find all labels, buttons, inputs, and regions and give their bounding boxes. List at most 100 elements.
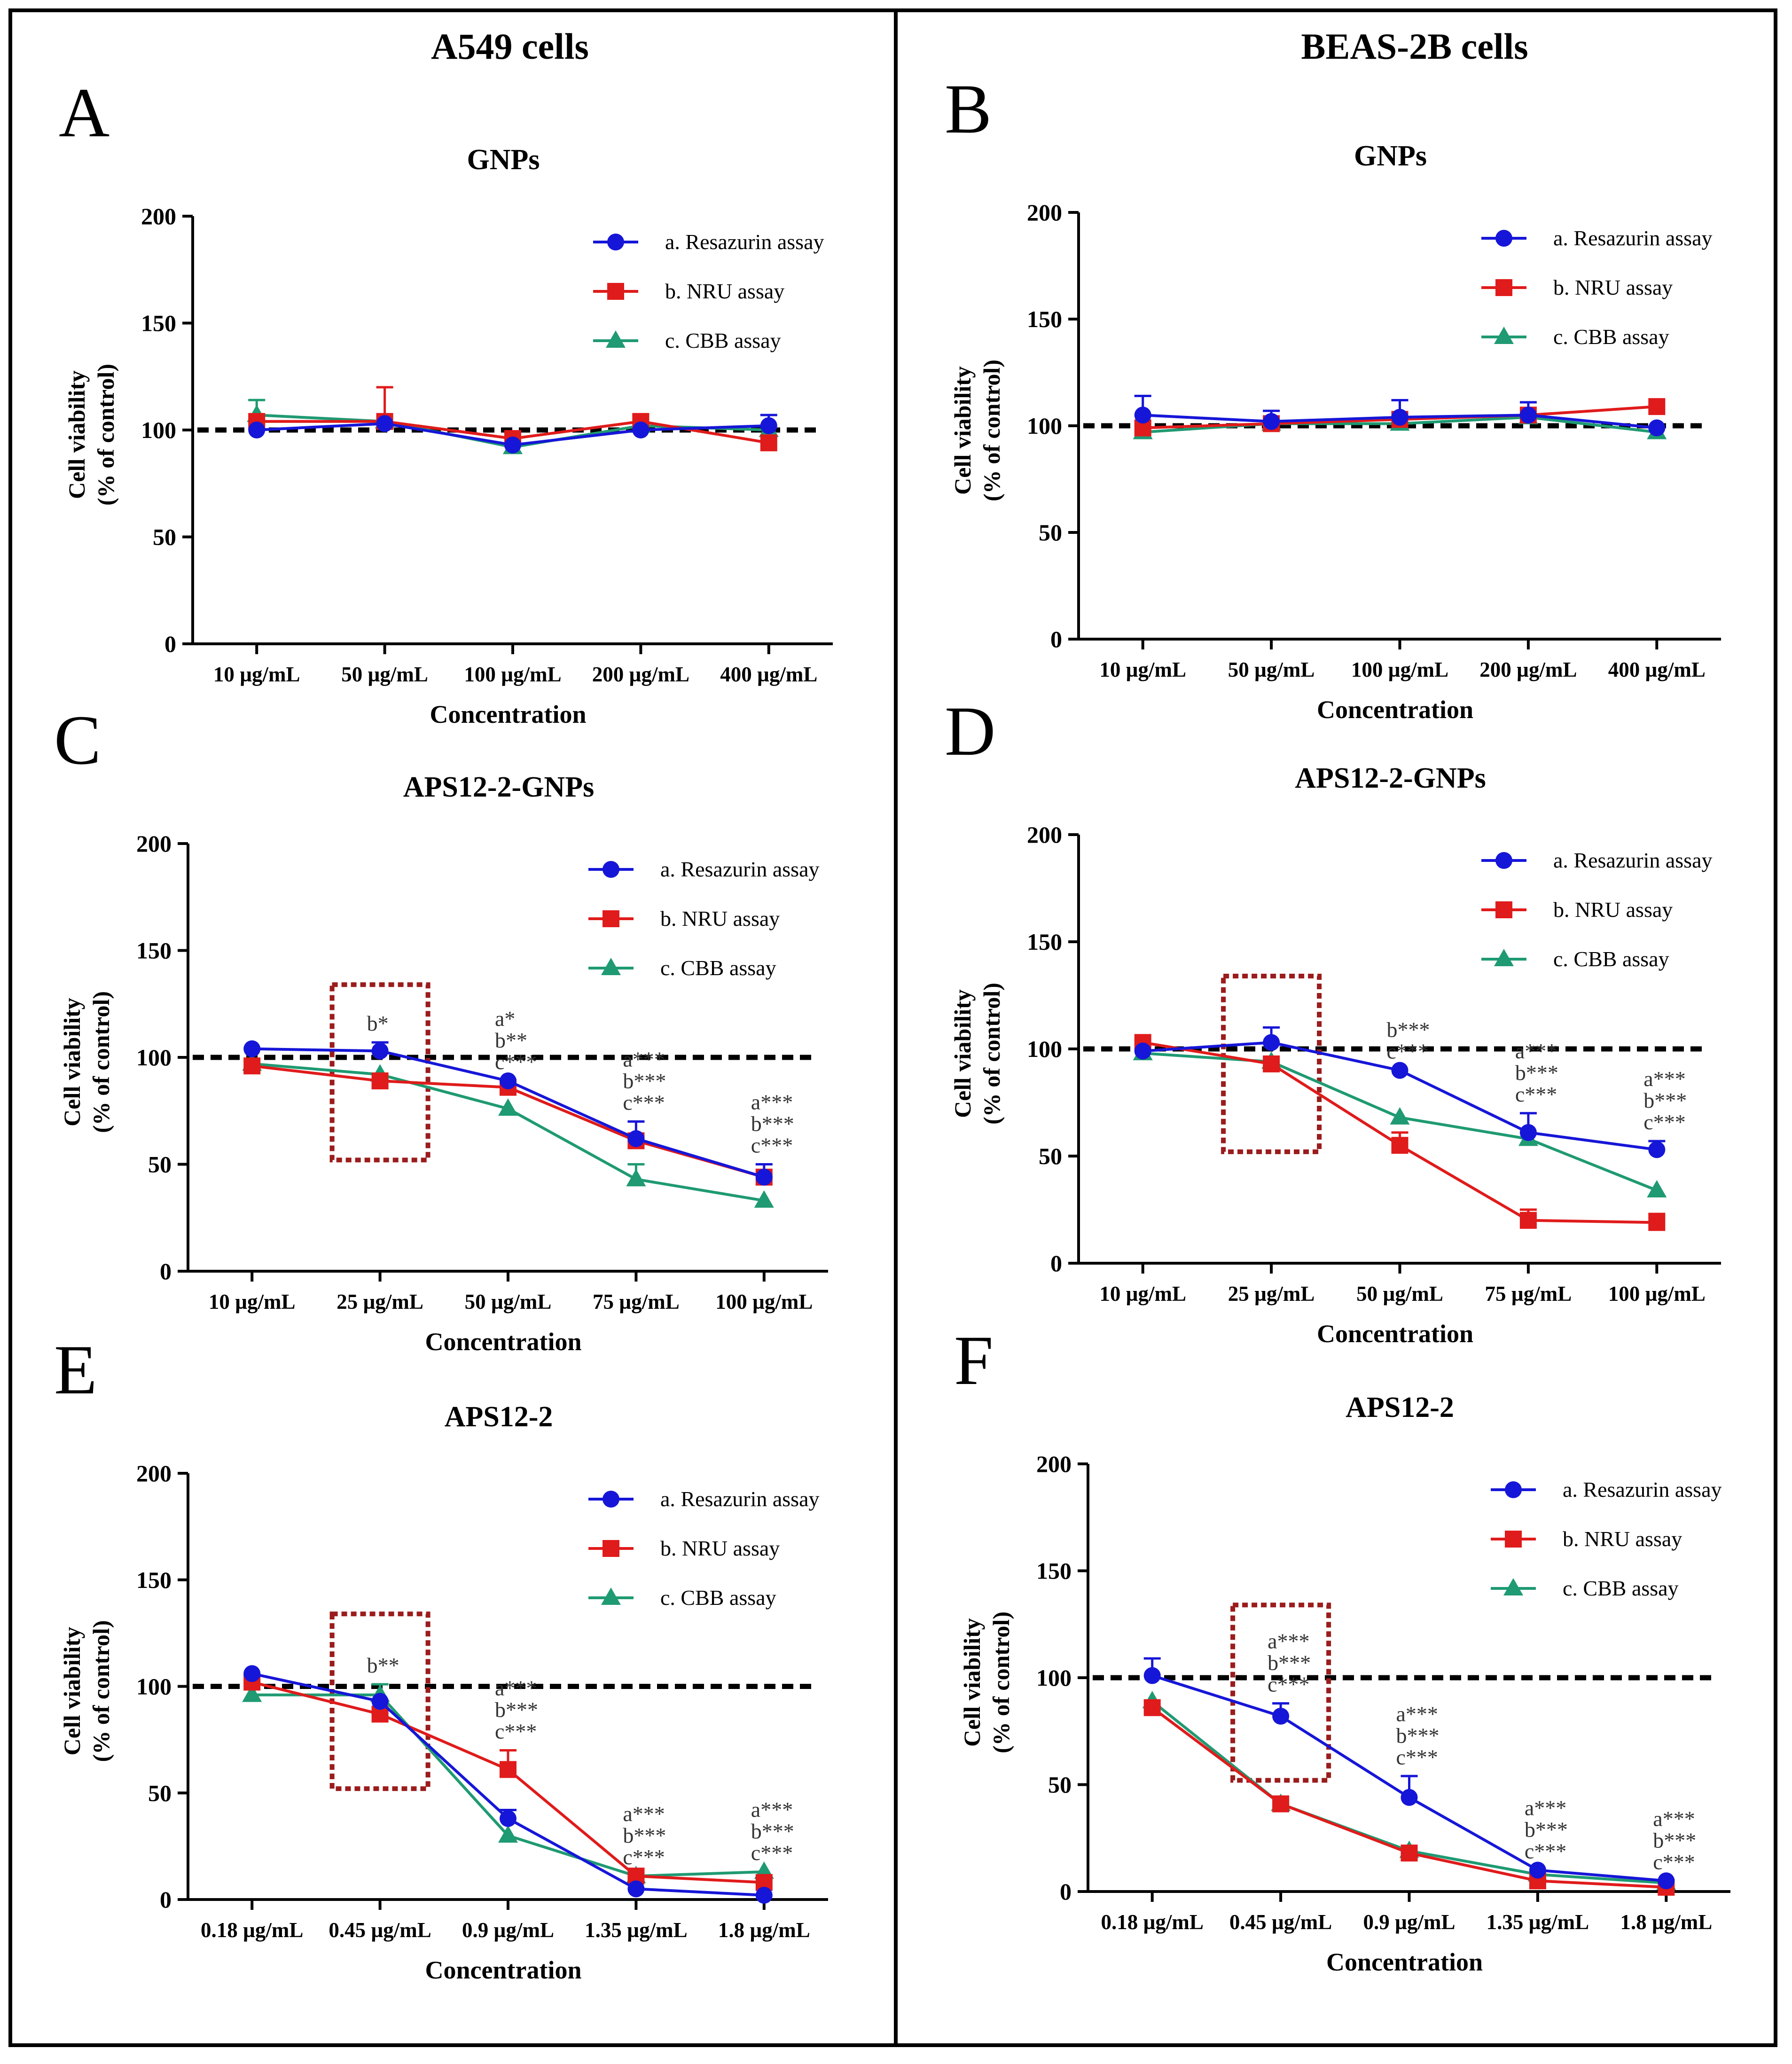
series-resazurin: [1143, 1657, 1675, 1890]
legend-label: b. NRU assay: [660, 1536, 780, 1560]
legend-label: b. NRU assay: [1553, 275, 1673, 299]
data-point: [1519, 1124, 1537, 1141]
x-tick-label: 10 µg/mL: [213, 663, 300, 686]
legend-marker: [1495, 279, 1512, 296]
significance-label: a***: [495, 1676, 537, 1700]
data-point: [1272, 1795, 1290, 1813]
legend-marker: [1495, 230, 1512, 247]
series-resazurin: [248, 414, 777, 453]
y-axis-label: Cell viability: [59, 998, 85, 1126]
significance-label: c***: [495, 1050, 537, 1074]
data-point: [1263, 413, 1280, 430]
y-tick-label: 50: [148, 1780, 172, 1806]
x-tick-label: 1.8 µg/mL: [1620, 1910, 1712, 1934]
x-tick-label: 1.35 µg/mL: [585, 1918, 687, 1942]
x-tick-label: 10 µg/mL: [1099, 1282, 1186, 1306]
legend-label: a. Resazurin assay: [1563, 1478, 1722, 1501]
data-point: [626, 1169, 646, 1187]
series-nru: [1143, 1699, 1675, 1896]
panel-b: B GNPs 0 50 100 150 200 10 µg/mL 50 µg/mL 100 µg/…: [945, 70, 1721, 724]
legend-label: c. CBB assay: [665, 328, 781, 352]
data-point: [760, 417, 777, 434]
y-axis-label: (% of control): [978, 983, 1005, 1125]
data-point: [627, 1880, 645, 1898]
y-tick-label: 100: [1027, 413, 1062, 439]
data-point: [243, 1040, 261, 1057]
panel-letter: C: [54, 701, 101, 779]
significance-label: a***: [751, 1798, 793, 1822]
data-point: [498, 1825, 518, 1843]
y-tick-label: 0: [1050, 626, 1062, 652]
significance-label: c***: [623, 1091, 665, 1115]
panel-d: D APS12-2-GNPs 0 50 100 150 200 10 µg/mL 25 µg/m…: [945, 692, 1721, 1348]
data-point: [1143, 1699, 1161, 1716]
y-tick-label: 100: [136, 1044, 172, 1071]
x-tick-label: 50 µg/mL: [1356, 1282, 1443, 1306]
panel-f: F APS12-2 0 50 100 150 200 0.18 µg/mL 0.45 µg/mL…: [954, 1321, 1730, 1976]
legend-label: b. NRU assay: [660, 907, 780, 930]
x-tick-label: 400 µg/mL: [720, 663, 817, 686]
significance-label: a***: [751, 1090, 793, 1114]
chart-title: APS12-2: [445, 1401, 553, 1433]
chart-title: GNPs: [1354, 140, 1427, 172]
significance-label: b***: [751, 1819, 794, 1843]
y-tick-label: 50: [1048, 1772, 1072, 1798]
x-axis-label: Concentration: [425, 1956, 582, 1984]
x-tick-label: 0.18 µg/mL: [201, 1918, 303, 1942]
data-point: [1391, 408, 1409, 426]
x-tick-label: 0.45 µg/mL: [1229, 1910, 1332, 1934]
data-point: [504, 436, 521, 453]
panel-a: A GNPs 0 50 100 150 200 10 µg/mL 50 µg/mL 100 µg/…: [59, 74, 833, 728]
significance-label: c***: [751, 1841, 793, 1865]
legend-marker: [1495, 901, 1512, 918]
legend-label: a. Resazurin assay: [660, 1487, 820, 1511]
legend-marker: [603, 861, 619, 878]
data-point: [1648, 419, 1666, 437]
y-tick-label: 50: [1039, 519, 1062, 546]
panel-letter: E: [54, 1331, 97, 1409]
significance-label: a***: [623, 1802, 665, 1826]
data-point: [1658, 1872, 1675, 1890]
data-point: [243, 1665, 261, 1682]
significance-label: b***: [623, 1823, 666, 1847]
data-point: [376, 415, 393, 432]
column-title-beas2b: BEAS-2B cells: [1301, 26, 1528, 67]
data-point: [1143, 1667, 1161, 1684]
legend-label: c. CBB assay: [1553, 325, 1669, 349]
y-axis-label: (% of control): [988, 1611, 1014, 1753]
panels: A GNPs 0 50 100 150 200 10 µg/mL 50 µg/mL 100 µg/…: [54, 70, 1730, 1984]
data-point: [371, 1693, 389, 1710]
data-point: [1648, 1214, 1666, 1231]
data-point: [1390, 1107, 1410, 1125]
x-tick-label: 0.45 µg/mL: [329, 1918, 431, 1942]
data-point: [1391, 1137, 1409, 1154]
y-tick-label: 50: [153, 524, 176, 550]
data-point: [760, 434, 777, 452]
x-tick-label: 0.18 µg/mL: [1101, 1910, 1203, 1934]
y-tick-label: 200: [136, 830, 172, 857]
data-point: [500, 1761, 516, 1778]
x-tick-label: 100 µg/mL: [1351, 658, 1448, 681]
significance-label: c***: [1396, 1745, 1438, 1769]
panel-letter: F: [954, 1321, 993, 1399]
legend-label: a. Resazurin assay: [1553, 226, 1713, 250]
data-point: [243, 1057, 261, 1075]
y-tick-label: 200: [1036, 1451, 1072, 1477]
significance-label: b***: [623, 1069, 666, 1093]
legend-marker: [603, 910, 619, 927]
significance-label: b***: [1268, 1651, 1311, 1675]
x-tick-label: 10 µg/mL: [1099, 658, 1186, 681]
data-point: [498, 1098, 518, 1116]
y-tick-label: 200: [1027, 821, 1062, 848]
x-axis-label: Concentration: [425, 1328, 582, 1356]
data-point: [500, 1072, 516, 1090]
x-tick-label: 50 µg/mL: [341, 663, 428, 686]
x-tick-label: 100 µg/mL: [464, 663, 561, 686]
x-tick-label: 75 µg/mL: [1485, 1282, 1572, 1306]
significance-label: b***: [1396, 1723, 1440, 1747]
column-title-a549: A549 cells: [431, 26, 589, 67]
x-axis-label: Concentration: [430, 700, 587, 728]
data-point: [242, 1684, 262, 1702]
chart-title: APS12-2: [1346, 1392, 1454, 1423]
